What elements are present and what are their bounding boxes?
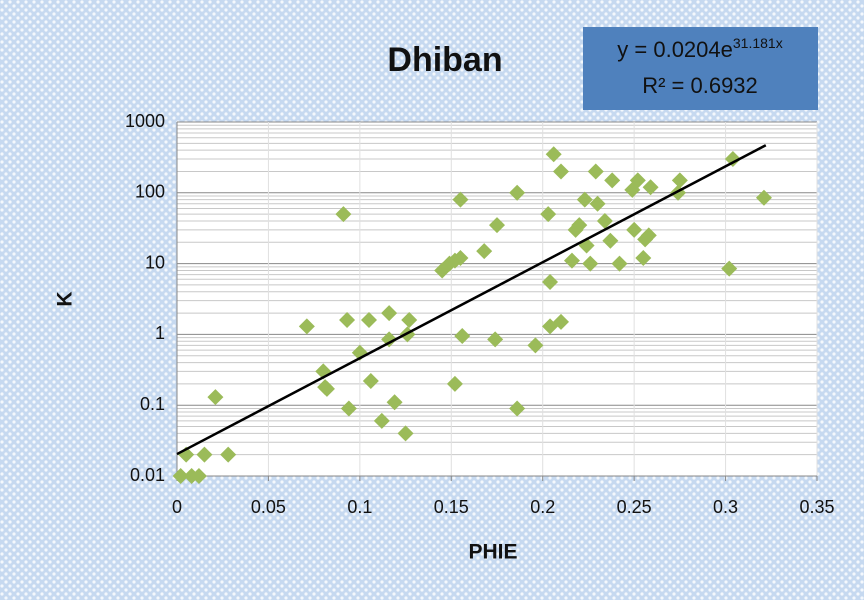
trendline xyxy=(176,144,767,456)
data-point xyxy=(626,221,643,238)
data-point xyxy=(576,191,593,208)
data-point xyxy=(339,311,356,328)
equation-base: y = 0.0204e xyxy=(617,37,733,62)
x-tick-label: 0.3 xyxy=(713,497,738,517)
x-tick-label: 0.25 xyxy=(617,497,652,517)
data-point xyxy=(602,232,619,249)
data-point xyxy=(635,249,652,266)
data-point xyxy=(196,446,213,463)
data-point xyxy=(397,425,414,442)
data-point xyxy=(509,400,526,417)
equation-box xyxy=(583,27,818,110)
y-tick-label: 1000 xyxy=(125,111,165,131)
data-point xyxy=(190,468,207,484)
data-point xyxy=(671,172,688,189)
data-point xyxy=(589,195,606,212)
data-point xyxy=(446,375,463,392)
data-point xyxy=(207,389,224,406)
data-point xyxy=(755,189,772,206)
data-point xyxy=(381,331,398,348)
data-point xyxy=(611,255,628,272)
data-point xyxy=(452,191,469,208)
data-point xyxy=(640,227,657,244)
data-point xyxy=(553,163,569,180)
data-point xyxy=(487,331,504,348)
data-point xyxy=(582,255,599,272)
x-tick-label: 0 xyxy=(172,497,182,517)
data-point xyxy=(373,412,390,429)
data-point xyxy=(298,318,315,335)
data-point xyxy=(489,217,505,234)
data-point xyxy=(362,372,379,389)
data-point xyxy=(454,327,471,344)
y-axis-label: K xyxy=(54,291,77,306)
data-point xyxy=(476,243,493,260)
equation: y = 0.0204e31.181x xyxy=(617,35,782,62)
r-squared: R² = 0.6932 xyxy=(642,73,758,98)
data-point xyxy=(604,172,621,189)
data-point xyxy=(571,217,588,234)
x-axis-label: PHIE xyxy=(468,541,517,564)
data-point xyxy=(542,273,559,290)
data-point xyxy=(340,400,357,417)
data-point xyxy=(724,151,741,168)
data-point xyxy=(545,146,562,163)
y-tick-label: 1 xyxy=(155,323,165,343)
equation-exponent: 31.181x xyxy=(733,35,783,51)
data-point xyxy=(721,260,738,277)
chart-title: Dhiban xyxy=(387,41,502,79)
data-point xyxy=(509,184,526,201)
data-point xyxy=(172,468,189,484)
data-point xyxy=(361,311,377,328)
data-point xyxy=(540,206,557,223)
data-point xyxy=(629,172,646,189)
data-point xyxy=(386,394,403,411)
plot-area xyxy=(177,122,817,476)
x-tick-label: 0.35 xyxy=(799,497,834,517)
y-tick-label: 100 xyxy=(135,182,165,202)
y-tick-label: 0.1 xyxy=(140,394,165,414)
data-point xyxy=(335,206,352,223)
data-point xyxy=(452,249,469,266)
data-point xyxy=(642,179,659,196)
y-tick-label: 0.01 xyxy=(130,465,165,485)
data-point xyxy=(317,379,334,396)
x-tick-label: 0.15 xyxy=(434,497,469,517)
data-point xyxy=(563,252,580,269)
data-point xyxy=(401,311,418,328)
x-tick-label: 0.2 xyxy=(530,497,555,517)
data-point xyxy=(220,446,237,463)
x-tick-label: 0.1 xyxy=(347,497,372,517)
x-tick-label: 0.05 xyxy=(251,497,286,517)
data-point xyxy=(587,163,604,180)
data-point xyxy=(527,337,544,354)
data-point xyxy=(596,212,613,229)
data-point xyxy=(553,313,569,330)
data-point xyxy=(381,305,398,322)
y-tick-label: 10 xyxy=(145,252,165,272)
